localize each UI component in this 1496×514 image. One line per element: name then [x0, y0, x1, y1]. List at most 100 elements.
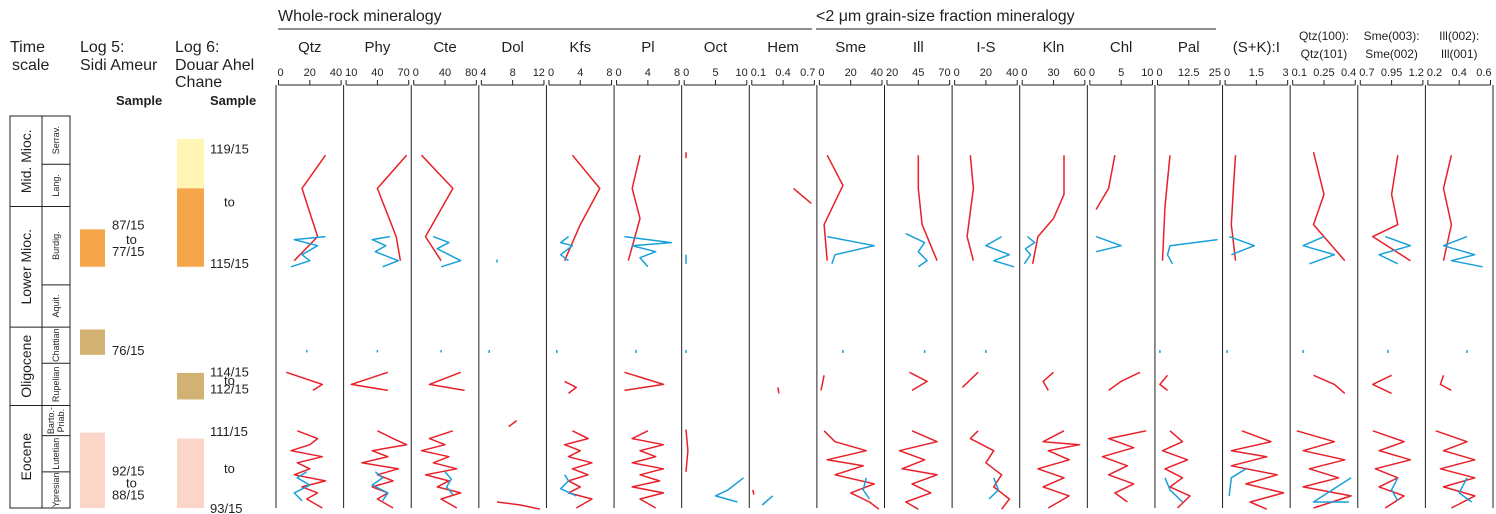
track-header: Qtz: [298, 39, 321, 56]
time-scale-title-line1: Time: [10, 39, 45, 56]
log6-profile-line: [420, 430, 462, 509]
tick-label: 10: [736, 67, 748, 79]
epoch-label: Lower Mioc.: [18, 229, 34, 304]
tick-label: 0: [413, 67, 419, 79]
log6-sample-label: 111/15: [210, 424, 248, 439]
track-pal: 0 12.5 25 Pal: [1156, 39, 1224, 509]
epoch-label: Mid. Mioc.: [18, 129, 34, 193]
log6-profile-line: [917, 155, 938, 261]
tick-label: 0.2: [1427, 67, 1442, 79]
log6-profile-line: [1372, 374, 1392, 395]
log6-sample-label: 114/15: [210, 365, 249, 380]
log5-profile-line: [714, 477, 745, 503]
log6-profile-line: [627, 155, 641, 261]
track-sme-003-sme-002: 0.7 0.95 1.2 Sme(003): Sme(002): [1359, 29, 1426, 509]
track-header: Cte: [433, 39, 456, 56]
log6-profile-line: [428, 371, 465, 392]
tick-label: 0.7: [800, 67, 815, 79]
epoch-label: Eocene: [18, 433, 34, 481]
log5-profile-line: [624, 235, 673, 268]
log6-profile-line: [1313, 374, 1346, 394]
log6-sample-label: to: [224, 195, 235, 210]
log6-profile-line: [969, 430, 1011, 510]
tick-label: 20: [845, 67, 857, 79]
log6-profile-line: [1312, 152, 1346, 262]
log5-profile-line: [371, 235, 400, 268]
stage-label: Rupelian: [51, 367, 61, 403]
track-cte: 0 40 80 Cte: [413, 39, 480, 509]
log5-profile-line: [827, 235, 875, 265]
tick-label: 4: [645, 67, 651, 79]
tick-label: 0: [616, 67, 622, 79]
log5-interval-bar: [80, 432, 105, 508]
log6-profile-line: [752, 489, 755, 495]
tick-label: 40: [371, 67, 383, 79]
log6-sample-label: 93/15: [210, 501, 243, 514]
log6-profile-line: [1108, 371, 1141, 392]
log6-profile-line: [286, 371, 324, 392]
tick-label: 0.4: [1341, 67, 1356, 79]
stage-label: Ypresian: [51, 472, 61, 507]
left-panel: Time scale Log 5: Sidi Ameur Log 6: Doua…: [10, 39, 256, 108]
track-ill: 20 45 70 Ill: [886, 39, 953, 510]
tick-label: 12.5: [1178, 67, 1199, 79]
log5-profile-line: [433, 235, 462, 268]
tick-label: 25: [1209, 67, 1221, 79]
log6-profile-line: [1372, 430, 1412, 509]
log5-profile-line: [1164, 477, 1184, 503]
track-ill-002-ill-001: 0.2 0.4 0.6 Ill(002): Ill(001): [1427, 29, 1494, 509]
tick-label: 0: [278, 67, 284, 79]
log6-profile-line: [823, 430, 880, 510]
log6-profile-line: [631, 430, 665, 509]
tick-label: 70: [938, 67, 950, 79]
track-header: Dol: [501, 39, 524, 56]
log5-profile-line: [371, 471, 389, 502]
log6-profile-line: [1230, 430, 1285, 510]
tick-label: 0: [1224, 67, 1230, 79]
epoch-label: Oligocene: [18, 335, 34, 398]
stage-label: Lang.: [51, 174, 61, 197]
tick-label: 5: [1118, 67, 1124, 79]
log6-sample-label: to: [224, 461, 235, 476]
tick-label: 1.2: [1409, 67, 1424, 79]
log6-profile-line: [293, 154, 327, 262]
log5-profile-line: [1023, 236, 1036, 265]
tick-label: 70: [397, 67, 409, 79]
track-header: Hem: [767, 39, 799, 56]
track-header: Kln: [1043, 39, 1065, 56]
stage-label: Lutetian: [51, 438, 61, 470]
track-header: Sme: [835, 39, 866, 56]
tick-label: 0: [1021, 67, 1027, 79]
track-phy: 10 40 70 Phy: [345, 39, 412, 509]
track-header: Kfs: [569, 39, 591, 56]
tick-label: 0.95: [1381, 67, 1402, 79]
track-header: Ill: [913, 39, 924, 56]
log5-profile-line: [559, 236, 574, 262]
tick-label: 0.4: [775, 67, 790, 79]
log6-profile-line: [564, 380, 578, 394]
tick-label: 40: [1006, 67, 1018, 79]
tick-label: 0.25: [1313, 67, 1334, 79]
time-scale-title-line2: scale: [12, 57, 49, 74]
tick-label: 0: [818, 67, 824, 79]
tick-label: 8: [674, 67, 680, 79]
log6-profile-line: [1042, 371, 1054, 391]
log5-interval-bar: [80, 329, 105, 355]
tick-label: 8: [606, 67, 612, 79]
track-kln: 0 30 60 Kln: [1021, 39, 1088, 509]
track-qtz: 0 20 40 Qtz: [278, 39, 345, 509]
log5-title-line1: Log 5:: [80, 39, 124, 56]
log5-sample-label: 76/15: [112, 343, 145, 358]
track-pl: 0 4 8 Pl: [616, 39, 683, 509]
log6-interval-bar: [177, 372, 204, 400]
tick-label: 40: [871, 67, 883, 79]
tick-label: 20: [886, 67, 898, 79]
log6-profile-line: [1101, 430, 1147, 503]
log5-profile-line: [1378, 235, 1412, 265]
stage-label: Barto.-Priab.: [46, 407, 66, 434]
log6-title-line1: Log 6:: [175, 39, 219, 56]
log5-profile-line: [988, 477, 1000, 500]
whole-rock-group-title: Whole-rock mineralogy: [278, 8, 442, 25]
log6-profile-line: [1161, 155, 1171, 261]
